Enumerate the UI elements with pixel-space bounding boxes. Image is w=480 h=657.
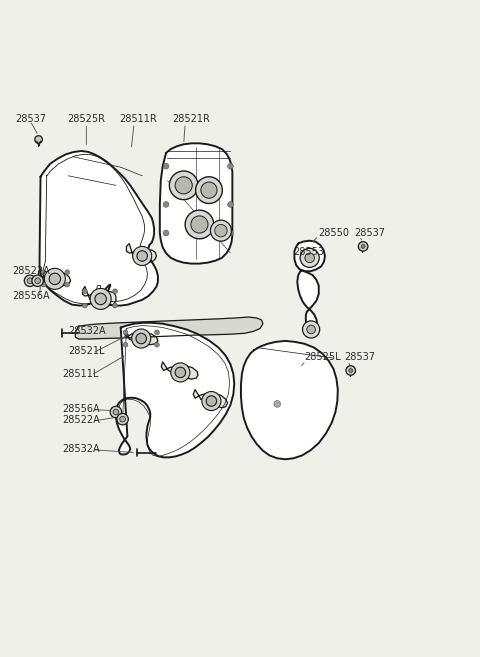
Polygon shape (160, 143, 232, 263)
Text: 28537: 28537 (344, 352, 375, 362)
Polygon shape (116, 323, 234, 457)
Circle shape (113, 409, 119, 415)
Circle shape (123, 330, 128, 334)
Circle shape (206, 396, 216, 406)
Circle shape (32, 275, 43, 286)
Circle shape (201, 182, 217, 198)
Polygon shape (83, 286, 116, 306)
Circle shape (346, 366, 356, 375)
Circle shape (228, 164, 233, 169)
Circle shape (110, 406, 121, 418)
Circle shape (123, 342, 128, 347)
Circle shape (215, 225, 227, 237)
Circle shape (163, 164, 169, 169)
Polygon shape (297, 270, 319, 331)
Circle shape (274, 401, 281, 407)
Text: 28537: 28537 (355, 228, 385, 238)
Polygon shape (241, 341, 338, 459)
Circle shape (302, 321, 320, 338)
Polygon shape (161, 362, 198, 379)
Circle shape (196, 177, 222, 204)
Circle shape (155, 330, 159, 334)
Circle shape (305, 253, 314, 263)
Polygon shape (193, 390, 228, 408)
Circle shape (90, 288, 111, 309)
Circle shape (113, 304, 117, 308)
Circle shape (113, 289, 117, 294)
Polygon shape (75, 317, 263, 339)
Circle shape (210, 220, 231, 241)
Circle shape (27, 278, 33, 284)
Text: 28521L: 28521L (68, 346, 105, 356)
Circle shape (83, 289, 87, 294)
Text: 28532A: 28532A (62, 443, 100, 454)
Text: 28511L: 28511L (62, 369, 99, 379)
Text: 28556A: 28556A (62, 403, 100, 414)
Polygon shape (126, 244, 156, 263)
Text: 28537: 28537 (15, 114, 46, 124)
Circle shape (117, 413, 128, 425)
Circle shape (120, 417, 125, 422)
Circle shape (35, 136, 42, 143)
Circle shape (163, 202, 169, 208)
Circle shape (41, 283, 46, 287)
Circle shape (137, 251, 147, 261)
Circle shape (41, 270, 46, 275)
Circle shape (175, 367, 186, 378)
Text: 28522A: 28522A (62, 415, 100, 425)
Text: 28511R: 28511R (120, 114, 157, 124)
Circle shape (359, 242, 368, 251)
Text: 28521R: 28521R (172, 114, 210, 124)
Circle shape (361, 244, 365, 248)
Circle shape (228, 230, 233, 236)
Circle shape (35, 278, 40, 284)
Circle shape (132, 329, 151, 348)
Text: 28532A: 28532A (68, 327, 106, 336)
Text: 28525R: 28525R (67, 114, 105, 124)
Circle shape (169, 171, 198, 200)
Circle shape (300, 248, 319, 267)
Circle shape (65, 270, 70, 275)
Circle shape (83, 304, 87, 308)
Circle shape (95, 293, 107, 305)
Circle shape (349, 369, 353, 373)
Polygon shape (124, 330, 158, 345)
Polygon shape (39, 151, 158, 306)
Circle shape (49, 273, 60, 284)
Circle shape (65, 283, 70, 287)
Circle shape (191, 216, 208, 233)
Circle shape (136, 333, 146, 344)
Circle shape (163, 230, 169, 236)
Text: 28556A: 28556A (12, 291, 49, 301)
Circle shape (44, 268, 65, 289)
Circle shape (175, 177, 192, 194)
Text: 28550: 28550 (319, 228, 350, 238)
Circle shape (185, 210, 214, 238)
Text: 28553: 28553 (293, 247, 324, 257)
Circle shape (155, 342, 159, 347)
Circle shape (132, 246, 152, 265)
Circle shape (24, 275, 36, 286)
Text: 28522A: 28522A (12, 266, 49, 276)
Polygon shape (294, 240, 325, 271)
Text: 28525L: 28525L (304, 352, 341, 362)
Circle shape (228, 202, 233, 208)
Circle shape (171, 363, 190, 382)
Circle shape (202, 392, 221, 411)
Circle shape (307, 325, 315, 334)
Polygon shape (38, 269, 71, 286)
